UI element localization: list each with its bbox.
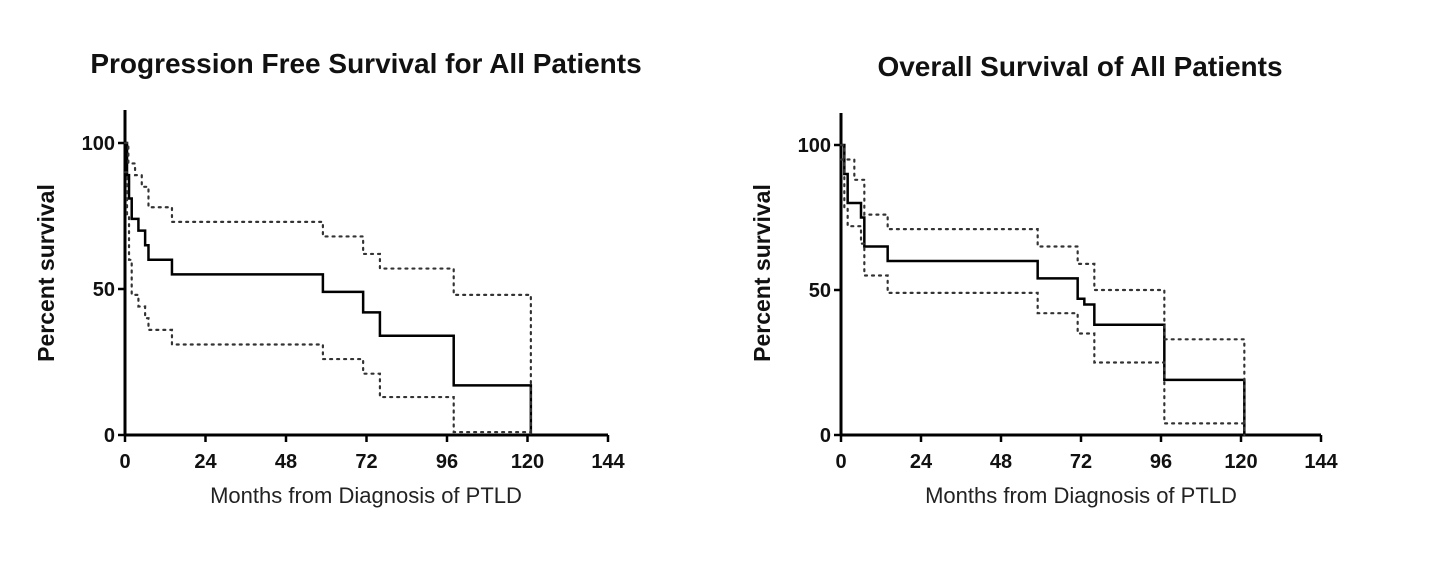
- pfs-plot-area: 0 24 48 72 96 120 144 0 50 100: [82, 110, 626, 473]
- x-tick-label: 144: [591, 451, 625, 473]
- x-axis-label: Months from Diagnosis of PTLD: [210, 483, 522, 508]
- lower-confidence-band: [839, 158, 1246, 437]
- y-tick-label: 0: [820, 425, 831, 447]
- os-chart: Overall Survival of All Patients Percent…: [749, 51, 1339, 508]
- chart-title: Progression Free Survival for All Patien…: [90, 48, 641, 79]
- y-tick-label: 100: [82, 133, 115, 155]
- x-tick-label: 24: [194, 451, 217, 473]
- y-axis-label: Percent survival: [33, 184, 59, 362]
- x-tick-label: 72: [1070, 451, 1092, 473]
- pfs-chart-panel: Progression Free Survival for All Patien…: [33, 48, 642, 508]
- os-plot-area: 0 24 48 72 96 120 144 0 50 100: [798, 113, 1339, 473]
- x-tick-label: 72: [355, 451, 377, 473]
- survival-curve: [125, 141, 533, 435]
- x-tick-label: 96: [1150, 451, 1172, 473]
- x-tick-label: 0: [119, 451, 130, 473]
- pfs-chart: Progression Free Survival for All Patien…: [33, 48, 642, 508]
- y-tick-label: 50: [93, 279, 115, 301]
- x-tick-label: 48: [990, 451, 1012, 473]
- x-tick-label: 120: [1224, 451, 1257, 473]
- y-axis-label: Percent survival: [749, 184, 775, 362]
- chart-title: Overall Survival of All Patients: [877, 51, 1282, 82]
- y-tick-label: 0: [104, 425, 115, 447]
- x-tick-label: 0: [835, 451, 846, 473]
- upper-confidence-band: [123, 141, 532, 437]
- y-tick-label: 50: [809, 280, 831, 302]
- x-tick-label: 96: [436, 451, 458, 473]
- upper-confidence-band: [839, 143, 1246, 437]
- x-tick-label: 48: [275, 451, 297, 473]
- x-axis-label: Months from Diagnosis of PTLD: [925, 483, 1237, 508]
- y-tick-label: 100: [798, 135, 831, 157]
- lower-confidence-band: [123, 171, 532, 437]
- x-tick-label: 144: [1304, 451, 1338, 473]
- x-tick-label: 24: [910, 451, 933, 473]
- os-chart-panel: Overall Survival of All Patients Percent…: [715, 0, 1430, 587]
- survival-curve: [841, 143, 1246, 435]
- x-tick-label: 120: [511, 451, 544, 473]
